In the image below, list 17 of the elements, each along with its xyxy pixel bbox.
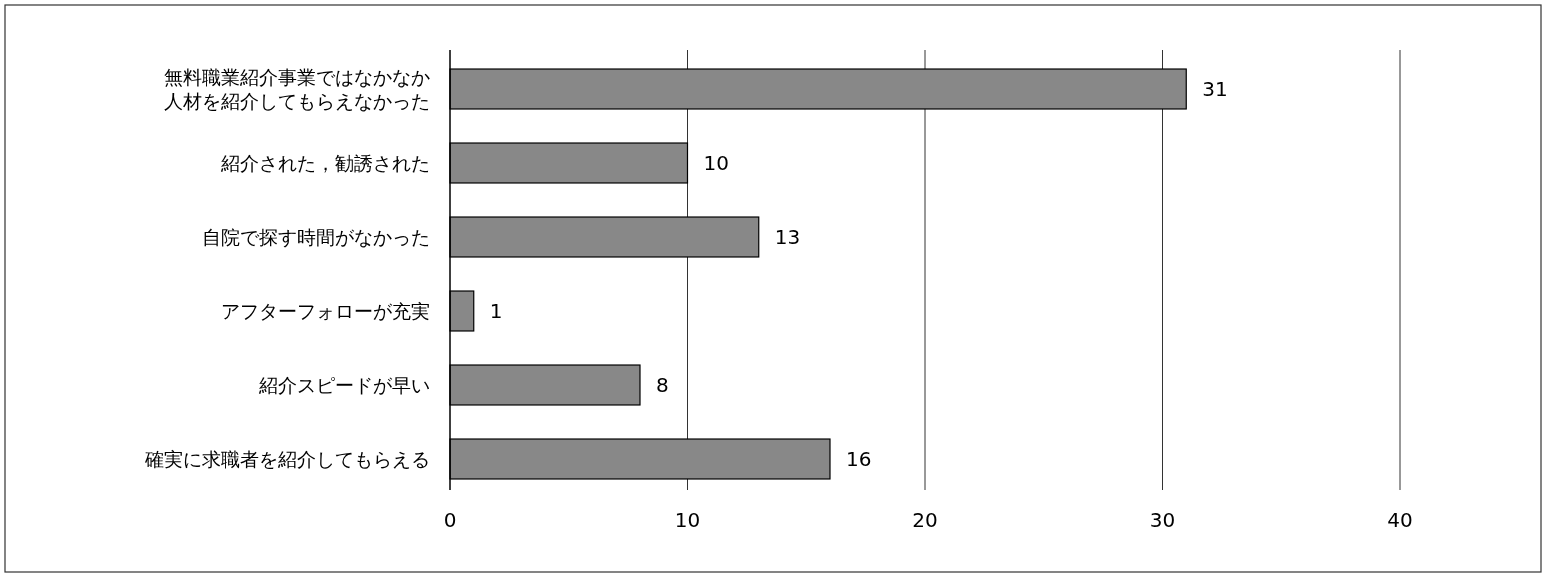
- x-tick-label: 40: [1387, 508, 1413, 532]
- data-label: 8: [656, 373, 669, 397]
- data-label: 31: [1202, 77, 1228, 101]
- data-label: 10: [703, 151, 729, 175]
- data-label: 1: [489, 299, 503, 323]
- y-tick-label: 確実に求職者を紹介してもらえる: [144, 448, 430, 470]
- x-tick-label: 10: [674, 508, 701, 532]
- y-tick-label: 自院で探す時間がなかった: [202, 226, 430, 248]
- x-tick-label: 30: [1149, 508, 1176, 532]
- y-tick-label: 紹介スピードが早い: [258, 374, 430, 396]
- x-tick-label: 20: [912, 508, 938, 532]
- data-label: 16: [846, 447, 872, 471]
- y-tick-label: アフターフォローが充実: [221, 300, 430, 322]
- data-label: 13: [774, 225, 801, 249]
- x-tick-label: 0: [443, 508, 457, 532]
- y-tick-label: 無料職業紹介事業ではなかなか人材を紹介してもらえなかった: [164, 66, 430, 112]
- y-tick-label: 紹介された，勧誘された: [220, 152, 430, 174]
